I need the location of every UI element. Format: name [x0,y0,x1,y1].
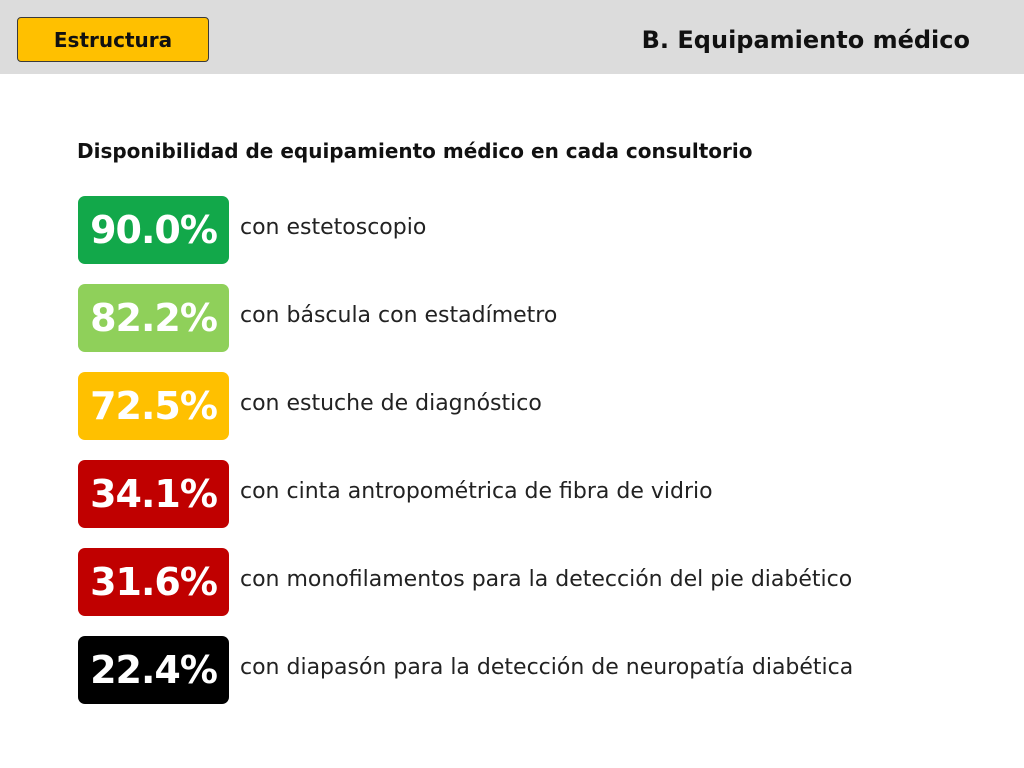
stat-list: 90.0% con estetoscopio 82.2% con báscula… [78,196,978,724]
percentage-badge: 22.4% [78,636,229,704]
slide-subtitle: Disponibilidad de equipamiento médico en… [77,139,753,163]
percentage-badge: 82.2% [78,284,229,352]
section-title: B. Equipamiento médico [641,26,970,54]
section-badge: Estructura [17,17,209,62]
stat-label: con estuche de diagnóstico [240,391,542,416]
stat-label: con cinta antropométrica de fibra de vid… [240,479,713,504]
percentage-badge: 34.1% [78,460,229,528]
stat-label: con báscula con estadímetro [240,303,558,328]
percentage-badge: 31.6% [78,548,229,616]
stat-row: 34.1% con cinta antropométrica de fibra … [78,460,978,528]
stat-label: con estetoscopio [240,215,427,240]
stat-row: 90.0% con estetoscopio [78,196,978,264]
stat-row: 72.5% con estuche de diagnóstico [78,372,978,440]
percentage-badge: 90.0% [78,196,229,264]
header-bar: Estructura B. Equipamiento médico [0,0,1024,74]
stat-row: 31.6% con monofilamentos para la detecci… [78,548,978,616]
percentage-badge: 72.5% [78,372,229,440]
stat-row: 82.2% con báscula con estadímetro [78,284,978,352]
stat-row: 22.4% con diapasón para la detección de … [78,636,978,704]
stat-label: con diapasón para la detección de neurop… [240,655,854,680]
stat-label: con monofilamentos para la detección del… [240,567,853,592]
